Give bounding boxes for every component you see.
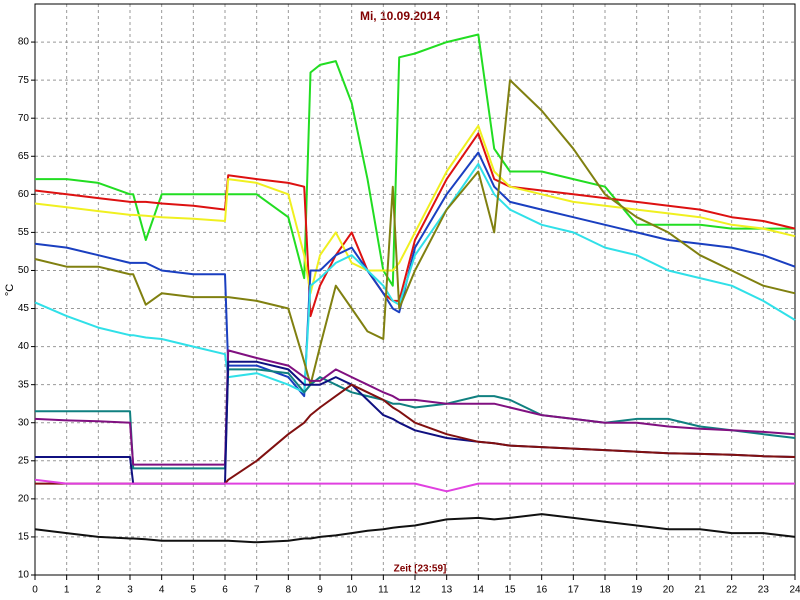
x-tick-label: 24 (789, 585, 800, 596)
x-tick-label: 7 (254, 585, 260, 596)
x-tick-label: 1 (64, 585, 70, 596)
x-tick-label: 20 (663, 585, 675, 596)
x-tick-label: 4 (159, 585, 165, 596)
y-axis-label: °C (4, 284, 16, 296)
series-line (35, 368, 796, 470)
y-tick-label: 15 (18, 532, 30, 543)
y-tick-label: 80 (18, 37, 30, 48)
y-tick-label: 75 (18, 75, 30, 86)
y-tick-label: 30 (18, 417, 30, 428)
x-tick-label: 21 (694, 585, 706, 596)
series-line (34, 513, 796, 544)
x-tick-label: 15 (504, 585, 516, 596)
x-tick-label: 19 (631, 585, 643, 596)
y-tick-label: 65 (18, 151, 30, 162)
x-tick-label: 22 (726, 585, 738, 596)
y-tick-label: 45 (18, 303, 30, 314)
x-tick-label: 11 (378, 585, 389, 596)
y-tick-label: 35 (18, 379, 30, 390)
chart-title: Mi, 10.09.2014 (360, 9, 440, 23)
y-tick-label: 60 (18, 189, 30, 200)
series-line (34, 79, 796, 386)
y-tick-label: 20 (18, 494, 30, 505)
y-tick-label: 40 (18, 341, 30, 352)
y-tick-label: 55 (18, 227, 30, 238)
plot-frame (34, 3, 796, 576)
x-tick-label: 23 (758, 585, 770, 596)
y-tick-label: 10 (18, 570, 30, 581)
x-tick-label: 2 (96, 585, 102, 596)
x-tick-label: 0 (32, 585, 38, 596)
x-axis-label: Zeit [23:59] (394, 564, 447, 575)
y-tick-label: 25 (18, 455, 30, 466)
x-tick-label: 12 (409, 585, 421, 596)
x-tick-label: 18 (599, 585, 611, 596)
x-tick-label: 3 (127, 585, 133, 596)
x-tick-label: 6 (222, 585, 228, 596)
y-tick-label: 70 (18, 113, 30, 124)
x-tick-label: 8 (286, 585, 292, 596)
x-tick-label: 17 (568, 585, 580, 596)
x-tick-label: 9 (317, 585, 323, 596)
x-tick-label: 10 (346, 585, 358, 596)
series-line (34, 478, 795, 493)
x-tick-label: 14 (473, 585, 485, 596)
y-tick-label: 50 (18, 265, 30, 276)
series-line (34, 349, 796, 466)
series-line (34, 162, 796, 394)
x-tick-label: 5 (191, 585, 197, 596)
x-tick-label: 13 (441, 585, 453, 596)
x-tick-label: 16 (536, 585, 548, 596)
